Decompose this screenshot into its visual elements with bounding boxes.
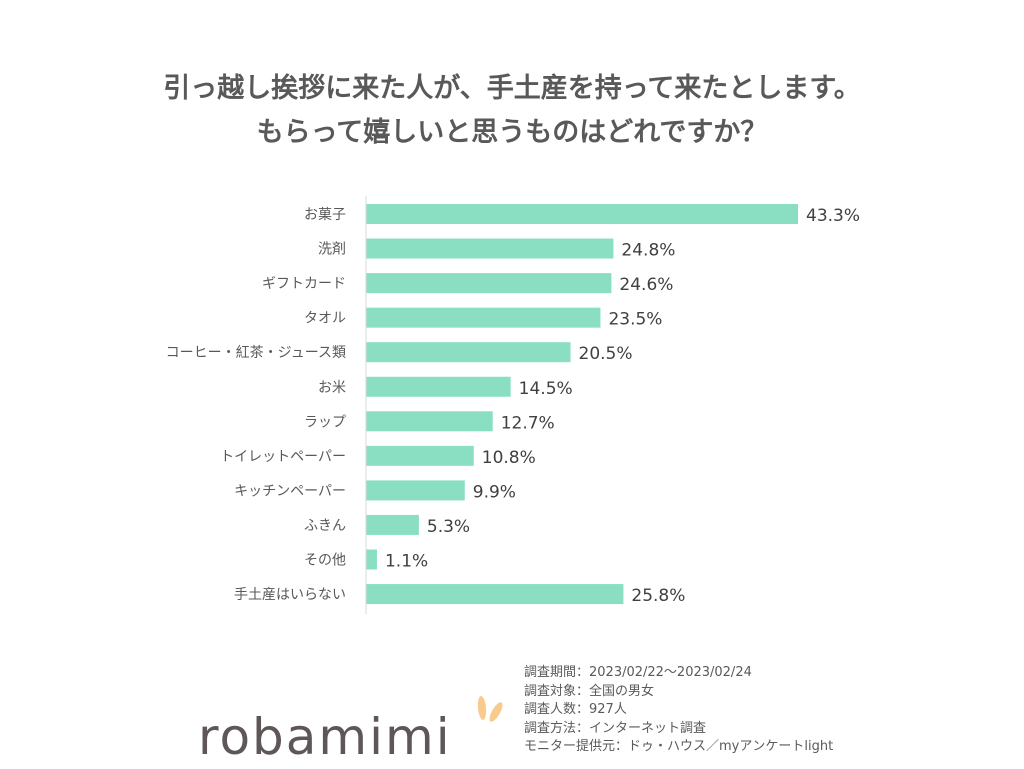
bar bbox=[366, 204, 798, 224]
bar bbox=[366, 514, 419, 535]
bar bbox=[366, 238, 614, 259]
category-label: お菓子 bbox=[304, 207, 346, 223]
bar bbox=[366, 411, 493, 432]
category-label: 洗剤 bbox=[318, 242, 346, 258]
category-label: コーヒー・紅茶・ジュース類 bbox=[166, 345, 346, 361]
bar bbox=[366, 307, 601, 328]
data-label: 12.7% bbox=[501, 413, 555, 433]
category-label: その他 bbox=[304, 553, 346, 569]
data-label: 43.3% bbox=[806, 206, 860, 226]
data-label: 10.8% bbox=[482, 448, 536, 468]
category-label: ふきん bbox=[304, 518, 346, 534]
bar bbox=[366, 342, 571, 363]
note-period: 調査期間：2023/02/22～2023/02/24 bbox=[524, 665, 752, 680]
bar bbox=[366, 480, 465, 501]
category-label: キッチンペーパー bbox=[234, 483, 346, 499]
bar bbox=[366, 376, 511, 397]
note-count: 調査人数：927人 bbox=[524, 702, 627, 717]
category-label: タオル bbox=[304, 311, 346, 327]
data-label: 9.9% bbox=[473, 482, 516, 502]
chart-title-line1: 引っ越し挨拶に来た人が、手土産を持って来たとします。 bbox=[163, 73, 861, 104]
bar bbox=[366, 273, 612, 294]
bar bbox=[366, 584, 624, 605]
survey-notes: 調査期間：2023/02/22～2023/02/24 調査対象：全国の男女 調査… bbox=[524, 664, 833, 757]
category-label: ギフトカード bbox=[262, 276, 346, 292]
data-label: 24.6% bbox=[619, 275, 673, 295]
data-label: 5.3% bbox=[427, 517, 470, 537]
note-provider: モニター提供元：ドゥ・ハウス／myアンケートlight bbox=[524, 739, 834, 754]
data-label: 23.5% bbox=[608, 310, 662, 330]
bar bbox=[366, 445, 474, 466]
note-target: 調査対象：全国の男女 bbox=[524, 683, 655, 699]
category-label: 手土産はいらない bbox=[234, 587, 346, 603]
bar-chart: お菓子 43.3% 洗剤 24.8% ギフトカード 24.6% タオル 23.5% コーヒー・紅… bbox=[166, 196, 860, 615]
bar bbox=[366, 549, 377, 570]
data-label: 1.1% bbox=[385, 552, 428, 572]
category-label: トイレットペーパー bbox=[220, 449, 346, 465]
category-label: ラップ bbox=[304, 414, 346, 430]
category-label: お米 bbox=[318, 380, 346, 396]
data-label: 14.5% bbox=[519, 379, 573, 399]
chart-title-line2: もらって嬉しいと思うものはどれですか？ bbox=[256, 117, 768, 148]
data-label: 25.8% bbox=[631, 586, 685, 606]
data-label: 20.5% bbox=[579, 344, 633, 364]
svg-text:robamimi: robamimi bbox=[198, 708, 452, 764]
data-label: 24.8% bbox=[621, 241, 675, 261]
robamimi-logo: robamimi bbox=[198, 696, 503, 764]
note-method: 調査方法：インターネット調査 bbox=[524, 720, 707, 736]
